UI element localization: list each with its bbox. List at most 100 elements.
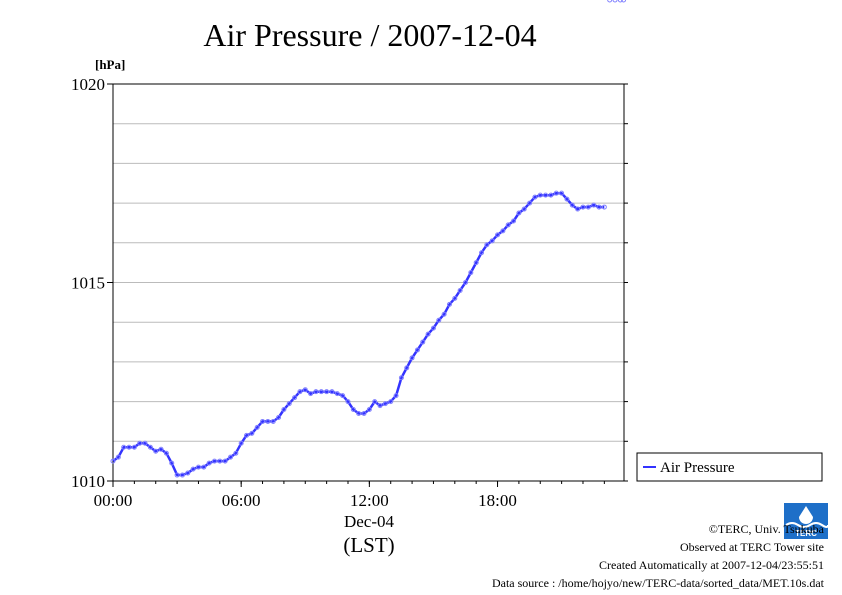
data-point: [292, 395, 298, 401]
data-point: [308, 391, 314, 397]
data-point: [409, 355, 415, 361]
data-point: [607, 0, 613, 3]
data-point: [361, 411, 367, 417]
data-point: [350, 407, 356, 413]
data-point: [356, 411, 362, 417]
observed-text: Observed at TERC Tower site: [679, 540, 824, 554]
data-point: [596, 204, 602, 210]
data-point: [313, 389, 319, 395]
y-axis: 1010 1015 1020: [71, 75, 628, 491]
legend-label: Air Pressure: [660, 460, 735, 476]
data-point: [521, 206, 527, 212]
data-point: [372, 399, 378, 405]
data-point: [388, 399, 394, 405]
data-point: [414, 347, 420, 353]
series-line: [112, 191, 605, 477]
created-text: Created Automatically at 2007-12-04/23:5…: [599, 558, 824, 572]
data-point: [222, 458, 228, 464]
data-point: [382, 401, 388, 407]
droplet-icon: [799, 506, 813, 524]
data-point: [324, 389, 330, 395]
legend: Air Pressure: [636, 452, 823, 482]
data-point: [441, 311, 447, 317]
y-tick-label: 1020: [71, 75, 105, 94]
data-point: [227, 454, 233, 460]
data-source-text: Data source : /home/hojyo/new/TERC-data/…: [491, 576, 824, 590]
data-point: [276, 414, 282, 420]
data-point: [393, 393, 399, 399]
data-point: [265, 418, 271, 424]
data-point: [270, 418, 276, 424]
data-point: [585, 204, 591, 210]
data-point: [436, 317, 442, 323]
data-point: [511, 218, 517, 224]
data-point: [479, 250, 485, 256]
data-point: [430, 325, 436, 331]
data-point: [137, 440, 143, 446]
data-point: [131, 444, 137, 450]
y-tick-label: 1010: [71, 472, 105, 491]
data-point: [569, 202, 575, 208]
data-point: [516, 210, 522, 216]
data-point: [473, 260, 479, 266]
data-point: [121, 444, 127, 450]
x-tick-label: 00:00: [94, 491, 133, 510]
data-point: [366, 407, 372, 413]
data-point: [543, 192, 549, 198]
data-point: [238, 440, 244, 446]
data-point: [457, 287, 463, 293]
data-point: [425, 331, 431, 337]
data-point: [591, 202, 597, 208]
data-point: [174, 472, 180, 478]
data-point: [527, 200, 533, 206]
data-point: [484, 242, 490, 248]
data-point: [206, 460, 212, 466]
data-point: [452, 295, 458, 301]
data-point: [179, 472, 185, 478]
series-air-pressure: [110, 0, 627, 478]
x-tick-label: 06:00: [222, 491, 261, 510]
data-point: [329, 389, 335, 395]
data-point: [548, 192, 554, 198]
chart-title: Air Pressure / 2007-12-04: [203, 17, 536, 53]
data-point: [169, 460, 175, 466]
data-point: [190, 466, 196, 472]
data-point: [211, 458, 217, 464]
x-date-label: Dec-04: [344, 512, 395, 531]
data-point: [185, 470, 191, 476]
data-point: [621, 0, 627, 3]
data-point: [505, 222, 511, 228]
data-point: [489, 238, 495, 244]
data-point: [281, 407, 287, 413]
data-point: [532, 194, 538, 200]
data-point: [468, 270, 474, 276]
data-point: [249, 430, 255, 436]
y-axis-unit: [hPa]: [95, 57, 125, 72]
data-point: [297, 389, 303, 395]
data-point: [601, 204, 607, 210]
data-point: [195, 464, 201, 470]
data-point: [201, 464, 207, 470]
data-point: [233, 450, 239, 456]
data-point: [398, 375, 404, 381]
x-axis-label: (LST): [343, 533, 394, 557]
data-point: [612, 0, 618, 3]
data-point: [217, 458, 223, 464]
data-point: [559, 190, 565, 196]
data-point: [580, 204, 586, 210]
data-point: [537, 192, 543, 198]
logo-text: TERC: [795, 529, 817, 538]
data-point: [575, 206, 581, 212]
data-point: [345, 399, 351, 405]
data-point: [318, 389, 324, 395]
data-point: [334, 391, 340, 397]
data-point: [163, 450, 169, 456]
data-point: [617, 0, 623, 3]
data-point: [446, 301, 452, 307]
copyright-text: ©TERC, Univ. Tsukuba: [708, 522, 824, 536]
legend-box: [636, 452, 823, 482]
data-point: [260, 418, 266, 424]
data-point: [110, 458, 116, 464]
y-tick-label: 1015: [71, 274, 105, 293]
